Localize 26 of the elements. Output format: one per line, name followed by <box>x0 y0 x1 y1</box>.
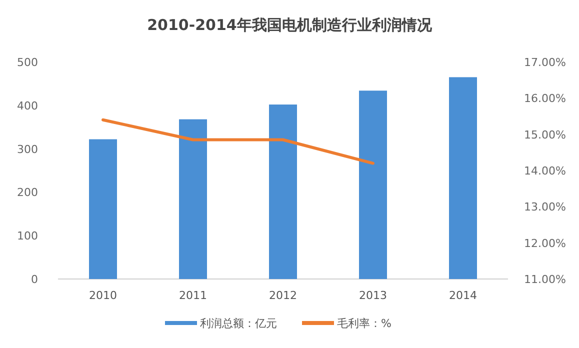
bar <box>179 119 207 279</box>
y-tick-label: 400 <box>17 99 38 112</box>
y2-tick-label: 16.00% <box>524 92 566 106</box>
legend-label: 利润总额：亿元 <box>200 317 277 330</box>
x-tick-label: 2010 <box>89 289 117 302</box>
y2-tick-label: 11.00% <box>524 273 566 286</box>
y2-tick-label: 13.00% <box>524 200 566 214</box>
y-tick-label: 0 <box>31 273 38 286</box>
bar <box>359 90 387 279</box>
x-tick-label: 2014 <box>449 289 477 302</box>
y2-tick-label: 15.00% <box>524 128 566 142</box>
bar <box>269 104 297 279</box>
bar <box>89 139 117 279</box>
y-tick-label: 300 <box>17 142 38 156</box>
y2-tick-label: 17.00% <box>524 56 566 69</box>
legend-label: 毛利率：% <box>337 317 392 330</box>
chart-title: 2010-2014年我国电机制造行业利润情况 <box>147 16 433 34</box>
y-tick-label: 200 <box>17 186 38 200</box>
y2-tick-label: 14.00% <box>524 164 566 178</box>
bar <box>449 77 477 279</box>
x-tick-label: 2011 <box>179 289 207 302</box>
x-tick-label: 2012 <box>269 289 297 302</box>
y-tick-label: 500 <box>17 56 38 69</box>
y-tick-label: 100 <box>17 230 38 243</box>
x-tick-label: 2013 <box>359 289 387 302</box>
y2-tick-label: 12.00% <box>524 236 566 250</box>
